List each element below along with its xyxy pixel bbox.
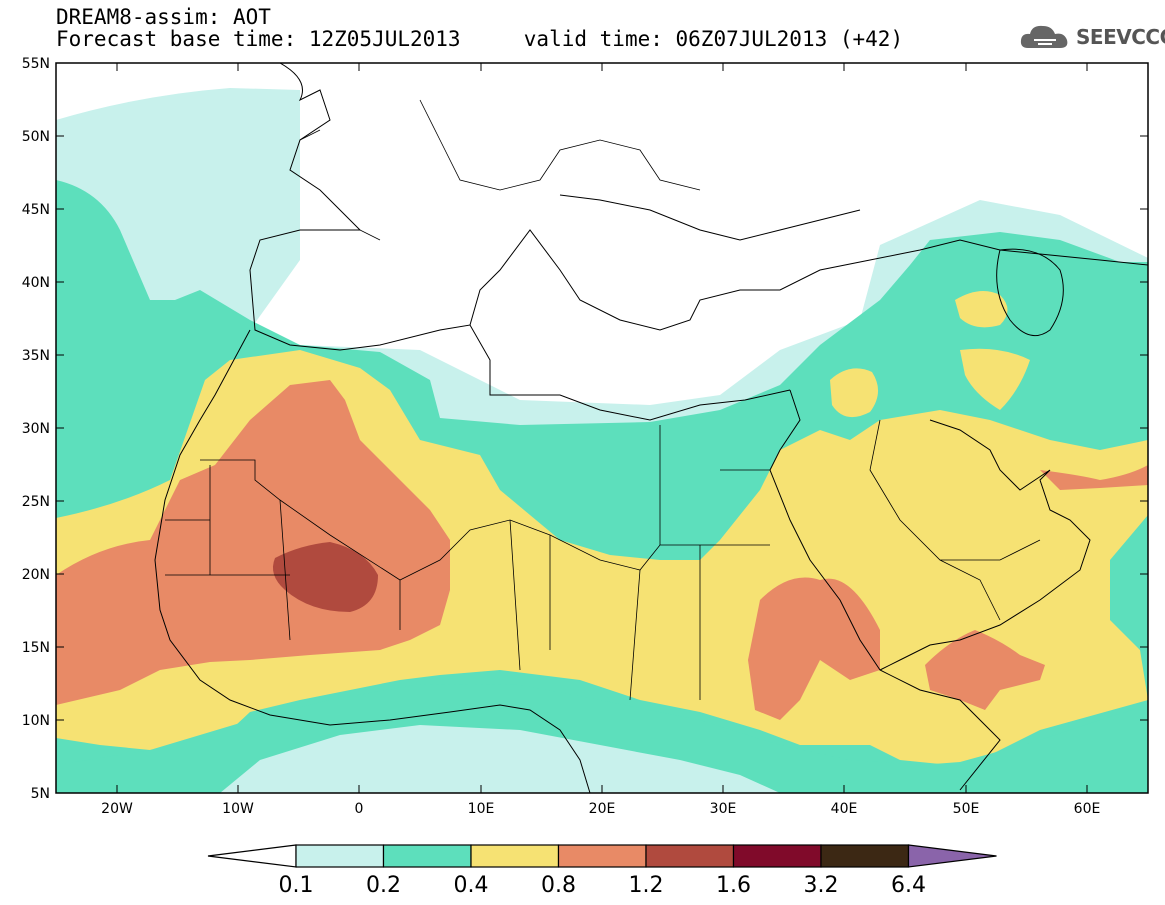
lat-tick-label: 45N — [22, 202, 50, 218]
colorbar-swatch — [645, 844, 735, 868]
colorbar-labels: 0.1 0.2 0.4 0.8 1.2 1.6 3.2 6.4 — [279, 873, 927, 898]
lat-tick-label: 55N — [22, 56, 50, 72]
colorbar-label: 3.2 — [804, 873, 839, 898]
lat-tick-label: 15N — [22, 640, 50, 656]
lon-tick-label: 30E — [710, 801, 737, 817]
colorbar-arrow-low — [207, 844, 297, 868]
colorbar-label: 1.6 — [716, 873, 751, 898]
colorbar-label: 0.1 — [279, 873, 314, 898]
aot-patch-iran — [960, 348, 1030, 410]
lat-tick-label: 50N — [22, 129, 50, 145]
lon-tick-label: 60E — [1074, 801, 1101, 817]
colorbar-label: 0.4 — [454, 873, 489, 898]
coastlines — [154, 63, 1148, 793]
lon-tick-label: 40E — [831, 801, 858, 817]
aot-band-0.8-west — [56, 380, 450, 705]
lon-tick-label: 20E — [589, 801, 616, 817]
aot-band-0.8-yemen — [925, 630, 1045, 710]
lon-tick-label: 0 — [355, 801, 364, 817]
aot-band-1.2 — [272, 542, 378, 612]
lon-axis: 20W 10W 0 10E 20E 30E 40E 50E 60E — [101, 63, 1100, 817]
colorbar-label: 1.2 — [629, 873, 664, 898]
colorbar-swatch — [820, 844, 910, 868]
lon-tick-label: 50E — [953, 801, 980, 817]
colorbar-label: 0.2 — [366, 873, 401, 898]
map-title: DREAM8-assim: AOT — [56, 5, 271, 29]
seevccc-logo: SEEVCCC — [1018, 22, 1165, 52]
aot-patch-iraq — [830, 368, 879, 418]
lon-tick-label: 10W — [222, 801, 254, 817]
cloud-icon — [1020, 25, 1068, 48]
lat-tick-label: 35N — [22, 348, 50, 364]
colorbar-swatch — [732, 844, 822, 868]
colorbar-swatch — [557, 844, 647, 868]
lon-tick-label: 10E — [468, 801, 495, 817]
aot-patch-caspian — [955, 291, 1008, 328]
lat-axis: 5N 10N 15N 20N 25N 30N 35N 40N 45N 50N 5… — [22, 56, 1148, 802]
borders — [165, 99, 1041, 701]
lat-tick-label: 20N — [22, 567, 50, 583]
logo-text: SEEVCCC — [1076, 25, 1165, 49]
lon-tick-label: 20W — [101, 801, 133, 817]
colorbar-swatch — [382, 844, 472, 868]
lat-tick-label: 5N — [31, 786, 50, 802]
colorbar-swatch — [295, 844, 385, 868]
colorbar-swatch — [470, 844, 560, 868]
colorbar-label: 6.4 — [891, 873, 926, 898]
lat-tick-label: 10N — [22, 713, 50, 729]
lat-tick-label: 40N — [22, 275, 50, 291]
lat-tick-label: 30N — [22, 421, 50, 437]
lat-tick-label: 25N — [22, 494, 50, 510]
forecast-times: Forecast base time: 12Z05JUL2013 valid t… — [56, 27, 904, 51]
colorbar-arrow-high — [907, 844, 997, 868]
aot-band-0.1-south — [220, 725, 780, 793]
aot-field — [56, 63, 1148, 793]
colorbar-label: 0.8 — [541, 873, 576, 898]
colorbar — [207, 844, 997, 868]
aot-band-0.8-gulf — [1040, 465, 1148, 490]
